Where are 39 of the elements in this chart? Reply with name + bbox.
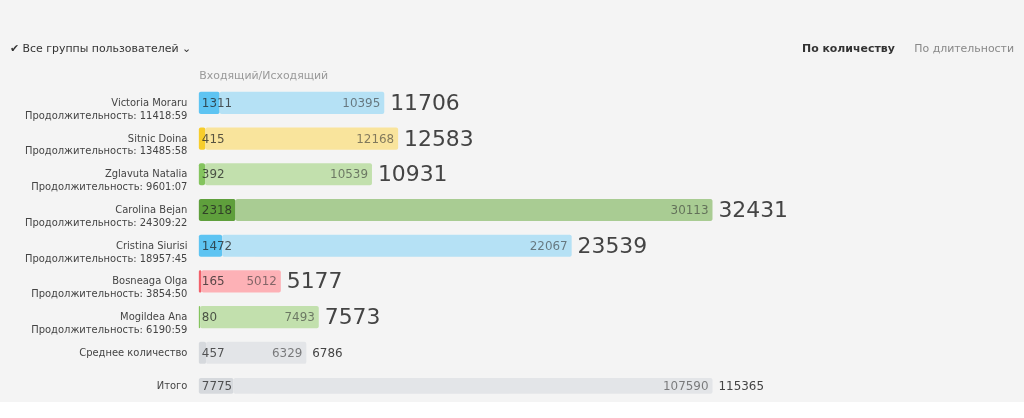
bar (200, 306, 319, 329)
data-label: 80 (201, 310, 217, 325)
total-label: 11706 (390, 89, 460, 115)
total-label: 32431 (718, 196, 788, 222)
data-label: 30113 (670, 202, 709, 217)
data-label: 22067 (529, 238, 568, 253)
text: По длительности (914, 41, 1015, 55)
total-label: 7573 (324, 304, 381, 330)
total-label: 115365 (718, 378, 764, 393)
total-label: 10931 (377, 161, 448, 187)
data-label: 10395 (342, 95, 381, 110)
text: ✔ Все группы пользователей ⌄ (9, 41, 192, 55)
y-tick-label: Bosneaga Olga Продолжительность: 3854:50 (31, 275, 188, 300)
y-tick-label: Mogildea Ana Продолжительность: 6190:59 (31, 311, 188, 335)
total-label: 23539 (577, 232, 648, 258)
data-label: 7775 (201, 378, 233, 393)
y-tick-label: Sitnic Doina Продолжительность: 13485:58 (24, 132, 188, 157)
data-label: 457 (201, 345, 225, 360)
total-label: 6786 (312, 345, 343, 360)
y-tick-label: Victoria Moraru Продолжительность: 11418:59 (24, 96, 188, 121)
y-tick-label: Zglavuta Natalia Продолжительность: 9601:07 (31, 168, 188, 193)
total-label: 5177 (286, 268, 343, 294)
data-label: 392 (201, 167, 225, 182)
y-tick-label: Среднее количество (79, 346, 188, 358)
x-axis-title: Входящий/Исходящий (199, 69, 329, 83)
data-label: 12168 (356, 131, 395, 146)
y-tick-label: Carolina Bejan Продолжительность: 24309:22 (24, 203, 188, 228)
bar (235, 198, 713, 222)
data-label: 5012 (246, 274, 277, 289)
text: По количеству (801, 41, 895, 55)
data-label: 165 (201, 274, 225, 289)
total-label: 12583 (404, 125, 474, 151)
data-label: 7493 (284, 310, 315, 325)
y-tick-label: Cristina Siurisi Продолжительность: 18957:45 (24, 239, 188, 264)
data-label: 6329 (271, 345, 303, 360)
data-label: 107590 (663, 378, 709, 393)
data-label: 10539 (330, 167, 368, 182)
y-tick-label: Итого (156, 379, 188, 391)
data-label: 2318 (201, 202, 233, 217)
